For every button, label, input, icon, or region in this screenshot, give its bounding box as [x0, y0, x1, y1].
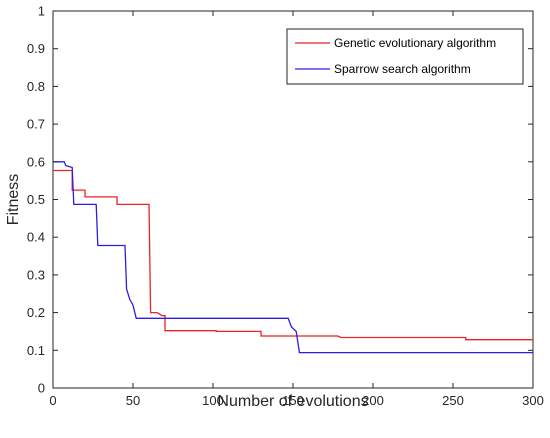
legend-box: [286, 28, 524, 85]
y-tick-label: 0.2: [27, 305, 45, 320]
y-axis-ticks: 0 0.1 0.2 0.3 0.4 0.5 0.6 0.7 0.8 0.9 1: [27, 4, 533, 396]
series-line-sparrow: [53, 161, 533, 354]
series-line-genetic: [53, 169, 533, 341]
y-axis-label: Fitness: [5, 174, 22, 226]
x-tick-label: 250: [442, 393, 464, 408]
y-tick-label: 0.1: [27, 343, 45, 358]
y-tick-label: 1: [38, 4, 45, 19]
legend-label-sparrow: Sparrow search algorithm: [334, 62, 471, 76]
y-tick-label: 0.8: [27, 79, 45, 94]
x-tick-label: 0: [49, 393, 56, 408]
x-axis-label: Number of evolutions: [217, 393, 368, 410]
x-tick-label: 100: [202, 393, 224, 408]
y-tick-label: 0.5: [27, 192, 45, 207]
y-tick-label: 0.6: [27, 154, 45, 169]
x-tick-label: 200: [362, 393, 384, 408]
y-tick-label: 0: [38, 381, 45, 396]
legend: Genetic evolutionary algorithm Sparrow s…: [286, 28, 524, 85]
y-tick-label: 0.3: [27, 267, 45, 282]
series-layer: [53, 161, 533, 354]
x-tick-label: 300: [522, 393, 544, 408]
y-tick-label: 0.4: [27, 230, 45, 245]
y-tick-label: 0.7: [27, 117, 45, 132]
y-tick-label: 0.9: [27, 41, 45, 56]
x-tick-label: 50: [126, 393, 140, 408]
x-axis-ticks: 0 50 100 150 200 250 300: [49, 11, 544, 408]
legend-label-genetic: Genetic evolutionary algorithm: [334, 36, 496, 50]
x-tick-label: 150: [282, 393, 304, 408]
